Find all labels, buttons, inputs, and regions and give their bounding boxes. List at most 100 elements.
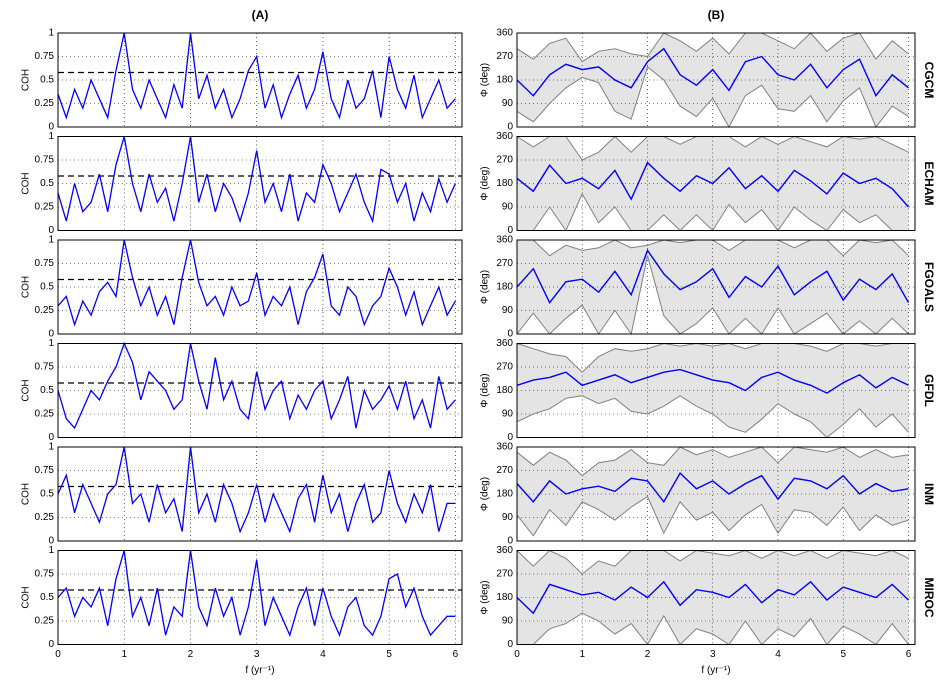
plot-frame	[516, 550, 916, 645]
y-tick-label: 270	[496, 155, 513, 166]
y-axis-label: Φ (deg)	[480, 477, 491, 511]
y-tick-label: 90	[502, 409, 514, 420]
y-tick-label: 180	[496, 592, 513, 603]
y-tick-label: 1	[48, 28, 54, 39]
y-tick-label: 0	[48, 225, 54, 236]
y-axis-label: Φ (deg)	[480, 373, 491, 407]
plot-frame	[57, 446, 463, 542]
y-tick-label: 0.5	[40, 75, 54, 86]
y-tick-label: 360	[496, 235, 513, 246]
y-tick-label: 90	[502, 202, 514, 213]
y-tick-label: 180	[496, 385, 513, 396]
y-tick-label: 0	[507, 536, 513, 547]
y-axis-label: COH	[21, 586, 32, 608]
y-tick-label: 0	[507, 122, 513, 133]
y-tick-label: 0.5	[40, 489, 54, 500]
y-tick-label: 0	[48, 432, 54, 443]
y-axis-label: Φ (deg)	[480, 270, 491, 304]
plot-frame	[516, 343, 916, 438]
y-tick-label: 0.5	[40, 178, 54, 189]
x-tick-label: 2	[188, 649, 194, 660]
x-tick-label: 6	[453, 649, 459, 660]
y-tick-label: 270	[496, 51, 513, 62]
y-tick-label: 0.5	[40, 282, 54, 293]
y-tick-label: 360	[496, 442, 513, 453]
y-tick-label: 0.75	[35, 258, 55, 269]
panel-title: (B)	[708, 8, 725, 22]
plot-frame	[516, 136, 916, 231]
model-label: CGCM	[922, 62, 936, 99]
y-axis-label: COH	[21, 172, 32, 194]
plot-frame	[516, 32, 916, 128]
phase-line	[516, 47, 909, 98]
panel-title: (A)	[252, 8, 269, 22]
y-tick-label: 270	[496, 258, 513, 269]
y-tick-label: 0.75	[35, 465, 55, 476]
y-tick-label: 0.25	[35, 512, 55, 523]
y-tick-label: 0.75	[35, 51, 55, 62]
x-tick-label: 0	[55, 649, 61, 660]
y-tick-label: 180	[496, 282, 513, 293]
y-tick-label: 0.5	[40, 592, 54, 603]
x-tick-label: 6	[906, 649, 912, 660]
y-axis-label: Φ (deg)	[480, 166, 491, 200]
plot-frame	[57, 136, 463, 231]
plot-frame	[516, 239, 916, 335]
phase-line	[516, 161, 910, 208]
y-tick-label: 360	[496, 131, 513, 142]
y-tick-label: 0.75	[35, 155, 55, 166]
y-tick-label: 270	[496, 362, 513, 373]
y-tick-label: 0	[507, 329, 513, 340]
y-tick-label: 90	[502, 616, 514, 627]
y-tick-label: 0.25	[35, 98, 55, 109]
model-label: GFDL	[922, 374, 936, 407]
model-label: INM	[922, 483, 936, 505]
confidence-band	[517, 33, 909, 127]
plot-frame	[57, 343, 463, 438]
x-tick-label: 4	[775, 649, 781, 660]
x-tick-label: 1	[579, 649, 585, 660]
model-label: MIROC	[922, 578, 936, 618]
x-tick-label: 3	[254, 649, 260, 660]
y-tick-label: 180	[496, 75, 513, 86]
y-tick-label: 90	[502, 98, 514, 109]
x-axis-label: f (yr⁻¹)	[245, 665, 274, 676]
y-tick-label: 1	[48, 545, 54, 556]
y-tick-label: 90	[502, 512, 514, 523]
y-tick-label: 0	[507, 432, 513, 443]
y-tick-label: 0.5	[40, 385, 54, 396]
y-axis-label: COH	[21, 483, 32, 505]
phase-line	[516, 471, 909, 504]
y-tick-label: 0.25	[35, 202, 55, 213]
band-lower-edge	[516, 66, 909, 129]
plot-frame	[57, 239, 463, 335]
phase-line	[516, 248, 910, 305]
x-tick-label: 1	[121, 649, 127, 660]
y-tick-label: 270	[496, 465, 513, 476]
plot-frame	[57, 32, 463, 128]
y-tick-label: 0	[507, 225, 513, 236]
y-tick-label: 0.75	[35, 362, 55, 373]
phase-line	[516, 580, 909, 615]
y-tick-label: 1	[48, 338, 54, 349]
model-label: ECHAM	[922, 162, 936, 206]
y-axis-label: COH	[21, 276, 32, 298]
x-tick-label: 5	[386, 649, 392, 660]
y-tick-label: 0	[507, 639, 513, 650]
y-axis-label: Φ (deg)	[480, 580, 491, 614]
y-tick-label: 0	[48, 536, 54, 547]
y-axis-label: Φ (deg)	[480, 63, 491, 97]
y-tick-label: 360	[496, 545, 513, 556]
y-tick-label: 1	[48, 235, 54, 246]
y-tick-label: 0	[48, 329, 54, 340]
x-tick-label: 2	[645, 649, 651, 660]
y-tick-label: 0	[48, 122, 54, 133]
x-tick-label: 3	[710, 649, 716, 660]
y-tick-label: 270	[496, 569, 513, 580]
y-tick-label: 0.25	[35, 616, 55, 627]
x-tick-label: 5	[840, 649, 846, 660]
plot-frame	[516, 446, 916, 542]
y-tick-label: 0.75	[35, 569, 55, 580]
confidence-band	[517, 343, 909, 438]
